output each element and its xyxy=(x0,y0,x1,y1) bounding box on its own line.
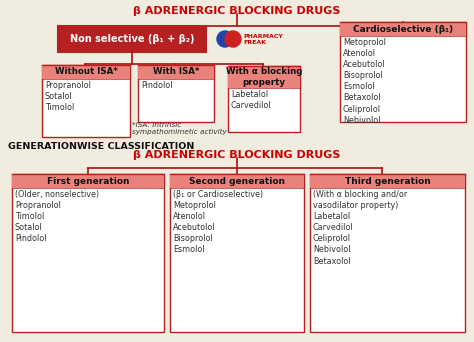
Bar xyxy=(310,174,465,332)
Text: FREAK: FREAK xyxy=(243,39,266,44)
Text: (β₁ or Cardioselective)
Metoprolol
Atenolol
Acebutolol
Bisoprolol
Esmolol: (β₁ or Cardioselective) Metoprolol Ateno… xyxy=(173,190,263,254)
Bar xyxy=(58,26,206,52)
Text: First generation: First generation xyxy=(47,176,129,185)
Bar xyxy=(228,66,300,132)
Bar xyxy=(138,65,214,122)
Text: Labetalol
Carvedilol: Labetalol Carvedilol xyxy=(231,90,272,110)
Text: β ADRENERGIC BLOCKING DRUGS: β ADRENERGIC BLOCKING DRUGS xyxy=(133,150,341,160)
Text: Propranolol
Sotalol
Timolol: Propranolol Sotalol Timolol xyxy=(45,81,91,112)
Text: (With α blocking and/or
vasodilator property)
Labetalol
Carvedilol
Celiprolol
Ne: (With α blocking and/or vasodilator prop… xyxy=(313,190,407,266)
Bar xyxy=(12,174,164,188)
Text: With ISA*: With ISA* xyxy=(153,67,199,77)
Text: β ADRENERGIC BLOCKING DRUGS: β ADRENERGIC BLOCKING DRUGS xyxy=(133,6,341,16)
Text: Non selective (β₁ + β₂): Non selective (β₁ + β₂) xyxy=(70,34,194,44)
Bar xyxy=(310,174,465,188)
Text: Third generation: Third generation xyxy=(345,176,430,185)
Bar xyxy=(138,65,214,79)
Bar xyxy=(12,174,164,332)
Text: Second generation: Second generation xyxy=(189,176,285,185)
Bar xyxy=(42,65,130,79)
Text: Pindolol: Pindolol xyxy=(141,81,173,90)
Bar xyxy=(340,22,466,36)
Bar xyxy=(170,174,304,188)
Text: *ISA: Intrinsic
sympathomimetic activity: *ISA: Intrinsic sympathomimetic activity xyxy=(132,122,227,135)
Text: Cardioselective (β₁): Cardioselective (β₁) xyxy=(353,25,453,34)
Text: With α blocking
property: With α blocking property xyxy=(226,67,302,87)
Bar xyxy=(340,22,466,122)
Text: Without ISA*: Without ISA* xyxy=(55,67,118,77)
Circle shape xyxy=(217,31,233,47)
Circle shape xyxy=(225,31,241,47)
Text: PHARMACY: PHARMACY xyxy=(243,34,283,39)
Bar xyxy=(170,174,304,332)
Bar xyxy=(228,66,300,88)
Text: (Older, nonselective)
Propranolol
Timolol
Sotalol
Pindolol: (Older, nonselective) Propranolol Timolo… xyxy=(15,190,99,244)
Text: GENERATIONWISE CLASSIFICATION: GENERATIONWISE CLASSIFICATION xyxy=(8,142,194,151)
Bar xyxy=(42,65,130,137)
Text: Metoprolol
Atenolol
Acebutolol
Bisoprolol
Esmolol
Betaxolol
Celiprolol
Nebivolol: Metoprolol Atenolol Acebutolol Bisoprolo… xyxy=(343,38,386,125)
